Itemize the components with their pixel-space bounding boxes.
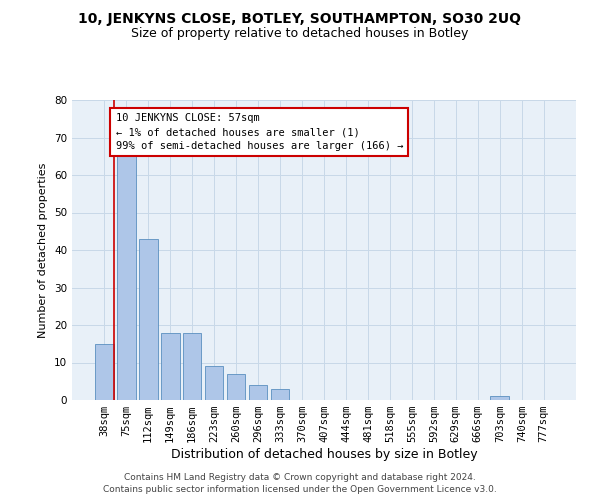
Text: Contains public sector information licensed under the Open Government Licence v3: Contains public sector information licen… <box>103 485 497 494</box>
Bar <box>271 389 289 400</box>
Bar <box>249 385 268 400</box>
Text: Contains HM Land Registry data © Crown copyright and database right 2024.: Contains HM Land Registry data © Crown c… <box>124 474 476 482</box>
Text: Size of property relative to detached houses in Botley: Size of property relative to detached ho… <box>131 28 469 40</box>
Bar <box>490 396 509 400</box>
Bar <box>183 332 202 400</box>
Text: 10, JENKYNS CLOSE, BOTLEY, SOUTHAMPTON, SO30 2UQ: 10, JENKYNS CLOSE, BOTLEY, SOUTHAMPTON, … <box>79 12 521 26</box>
Bar <box>161 332 179 400</box>
Bar <box>227 374 245 400</box>
Bar <box>205 366 223 400</box>
Bar <box>95 344 113 400</box>
X-axis label: Distribution of detached houses by size in Botley: Distribution of detached houses by size … <box>170 448 478 461</box>
Y-axis label: Number of detached properties: Number of detached properties <box>38 162 49 338</box>
Bar <box>117 145 136 400</box>
Bar <box>139 239 158 400</box>
Text: 10 JENKYNS CLOSE: 57sqm
← 1% of detached houses are smaller (1)
99% of semi-deta: 10 JENKYNS CLOSE: 57sqm ← 1% of detached… <box>116 113 403 151</box>
